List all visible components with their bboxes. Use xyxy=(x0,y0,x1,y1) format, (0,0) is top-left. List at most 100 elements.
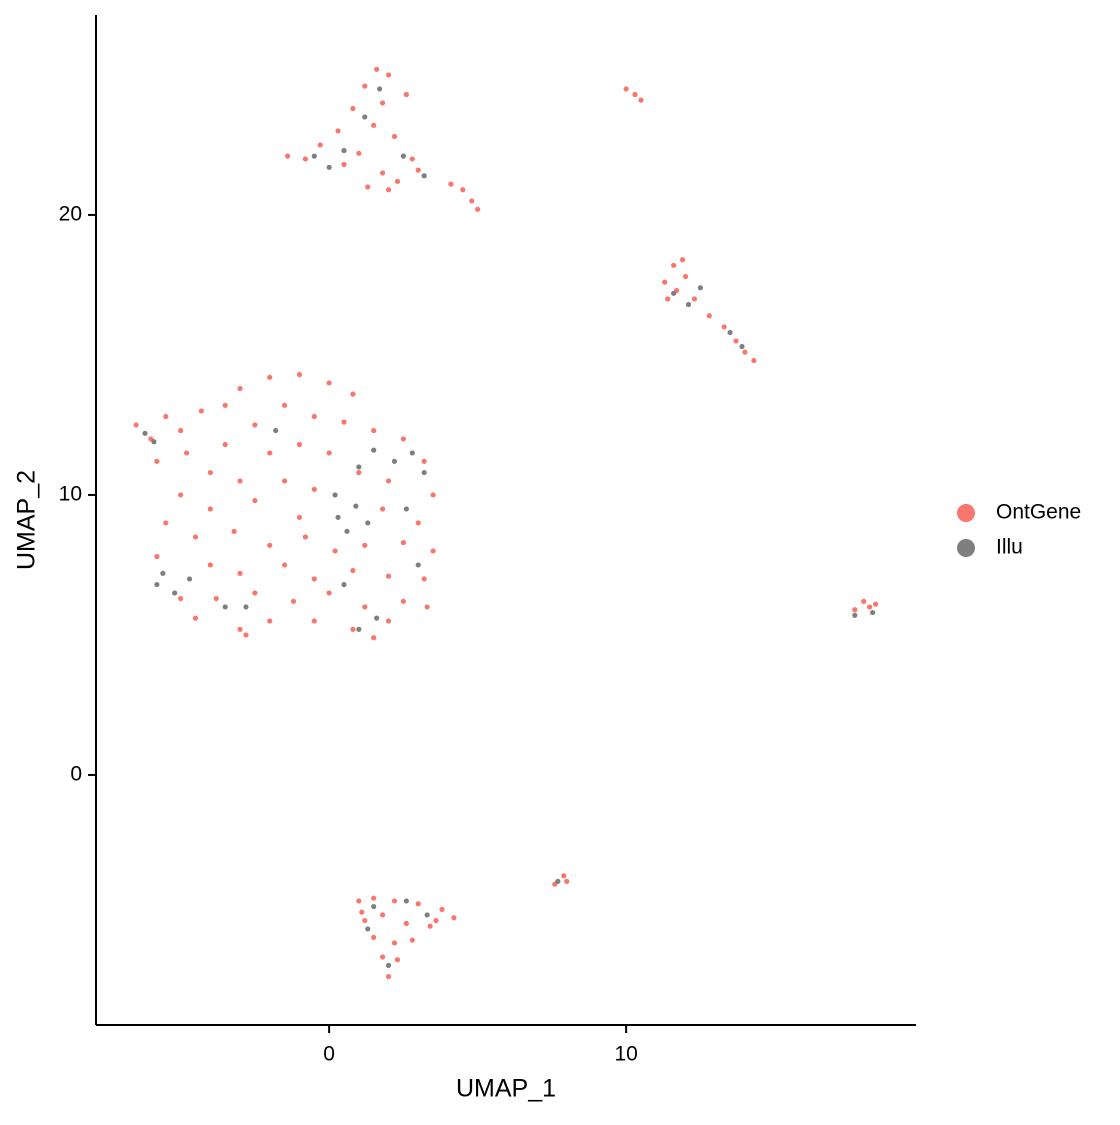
point xyxy=(178,492,184,498)
point xyxy=(371,427,377,434)
point xyxy=(421,469,427,476)
point xyxy=(403,898,409,904)
point xyxy=(861,598,867,604)
point xyxy=(356,469,362,476)
point xyxy=(237,385,243,392)
point xyxy=(237,478,243,484)
point xyxy=(391,940,398,946)
point xyxy=(374,66,380,72)
point xyxy=(409,156,415,162)
point xyxy=(403,920,409,926)
point xyxy=(243,632,249,638)
point xyxy=(415,167,421,173)
point xyxy=(424,604,430,610)
point xyxy=(409,450,415,456)
point xyxy=(379,100,386,106)
point xyxy=(727,329,733,336)
point xyxy=(706,313,712,319)
point xyxy=(311,413,317,420)
point xyxy=(374,615,380,621)
point xyxy=(873,601,879,607)
point xyxy=(403,506,409,512)
point xyxy=(311,618,317,624)
point xyxy=(379,506,386,512)
point xyxy=(335,128,341,134)
point xyxy=(365,520,371,526)
point xyxy=(475,206,481,212)
point xyxy=(385,973,392,980)
point xyxy=(296,514,303,520)
point xyxy=(341,161,347,168)
point xyxy=(555,878,561,884)
point xyxy=(424,912,430,918)
point xyxy=(739,343,745,350)
point xyxy=(252,497,258,504)
point xyxy=(379,912,386,918)
point xyxy=(385,573,392,579)
point xyxy=(433,917,439,924)
point xyxy=(400,153,406,159)
point xyxy=(284,153,291,159)
point xyxy=(561,873,567,879)
point xyxy=(332,492,338,498)
point xyxy=(371,635,377,641)
point xyxy=(326,164,332,170)
point xyxy=(154,581,160,588)
point xyxy=(365,184,371,190)
point xyxy=(267,618,273,624)
point xyxy=(222,441,228,448)
point xyxy=(623,86,629,92)
point xyxy=(371,934,377,940)
point xyxy=(243,604,249,610)
point xyxy=(356,150,362,156)
point xyxy=(671,262,677,268)
point xyxy=(391,898,398,904)
point xyxy=(391,133,398,140)
point xyxy=(273,427,279,434)
point xyxy=(359,909,365,915)
point xyxy=(160,570,166,576)
point xyxy=(163,520,169,526)
y-axis-title: UMAP_2 xyxy=(13,470,41,570)
point xyxy=(394,178,401,184)
point xyxy=(335,514,341,520)
point xyxy=(671,290,677,296)
point xyxy=(353,503,359,509)
point xyxy=(344,528,350,534)
point xyxy=(697,285,703,291)
point xyxy=(394,957,401,963)
point xyxy=(733,338,739,344)
y-tick-label: 20 xyxy=(59,202,82,225)
point xyxy=(350,626,356,632)
point xyxy=(341,581,347,588)
point xyxy=(852,607,858,613)
point xyxy=(742,349,748,355)
point xyxy=(385,962,392,968)
point xyxy=(207,506,213,512)
point xyxy=(341,147,347,154)
point xyxy=(371,447,377,453)
point xyxy=(133,422,139,428)
point xyxy=(415,562,421,568)
point xyxy=(356,626,362,632)
point xyxy=(207,469,213,476)
point xyxy=(281,402,288,408)
point xyxy=(679,257,686,263)
point xyxy=(290,598,297,604)
point xyxy=(267,374,273,380)
point xyxy=(409,937,415,943)
point xyxy=(400,436,406,442)
point xyxy=(721,324,727,330)
point xyxy=(151,439,157,445)
point xyxy=(751,357,757,364)
point xyxy=(154,458,160,464)
point xyxy=(564,878,570,884)
point xyxy=(371,122,377,128)
point xyxy=(178,427,184,434)
point xyxy=(192,534,199,540)
point xyxy=(341,419,347,425)
point xyxy=(371,903,377,910)
point xyxy=(377,86,383,92)
point xyxy=(400,539,406,546)
